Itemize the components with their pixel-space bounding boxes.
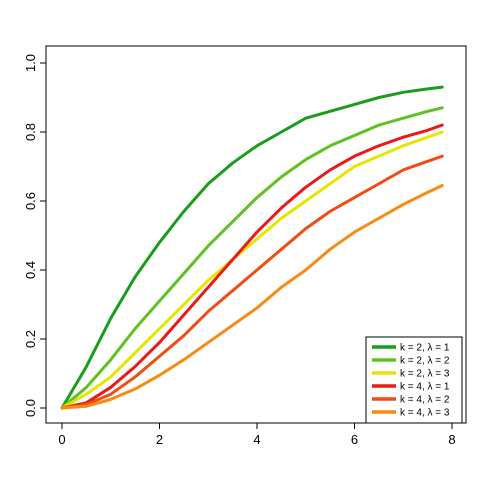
series-layer xyxy=(60,85,444,410)
y-tick-label: 0.2 xyxy=(23,330,38,348)
series-line-2 xyxy=(60,106,444,410)
legend-label: k = 2, λ = 2 xyxy=(400,356,450,367)
y-tick-label: 1.0 xyxy=(23,54,38,72)
legend-label: k = 4, λ = 2 xyxy=(400,395,450,406)
y-tick-label: 0.6 xyxy=(23,192,38,210)
series-line-6 xyxy=(60,183,444,410)
legend-label: k = 4, λ = 3 xyxy=(400,408,450,419)
axes: 0 2 4 6 8 0.0 0.2 0.4 0.6 0.8 1.0 xyxy=(23,54,456,447)
legend-label: k = 2, λ = 3 xyxy=(400,369,450,380)
x-tick-label: 8 xyxy=(448,432,455,447)
x-tick-label: 4 xyxy=(253,432,260,447)
y-tick-label: 0.4 xyxy=(23,261,38,279)
series-line-1 xyxy=(60,85,444,410)
x-tick-label: 6 xyxy=(351,432,358,447)
series-line-3 xyxy=(60,130,444,410)
legend-box xyxy=(365,336,463,424)
x-tick-label: 0 xyxy=(58,432,65,447)
plot-frame xyxy=(45,45,467,424)
x-tick-label: 2 xyxy=(156,432,163,447)
y-tick-label: 0.8 xyxy=(23,123,38,141)
series-line-4 xyxy=(60,123,444,410)
legend: k = 2, λ = 1 k = 2, λ = 2 k = 2, λ = 3 k = … xyxy=(365,336,463,424)
legend-label: k = 2, λ = 1 xyxy=(400,343,450,354)
y-tick-label: 0.0 xyxy=(23,399,38,417)
series-line-5 xyxy=(60,154,444,410)
legend-label: k = 4, λ = 1 xyxy=(400,382,450,393)
